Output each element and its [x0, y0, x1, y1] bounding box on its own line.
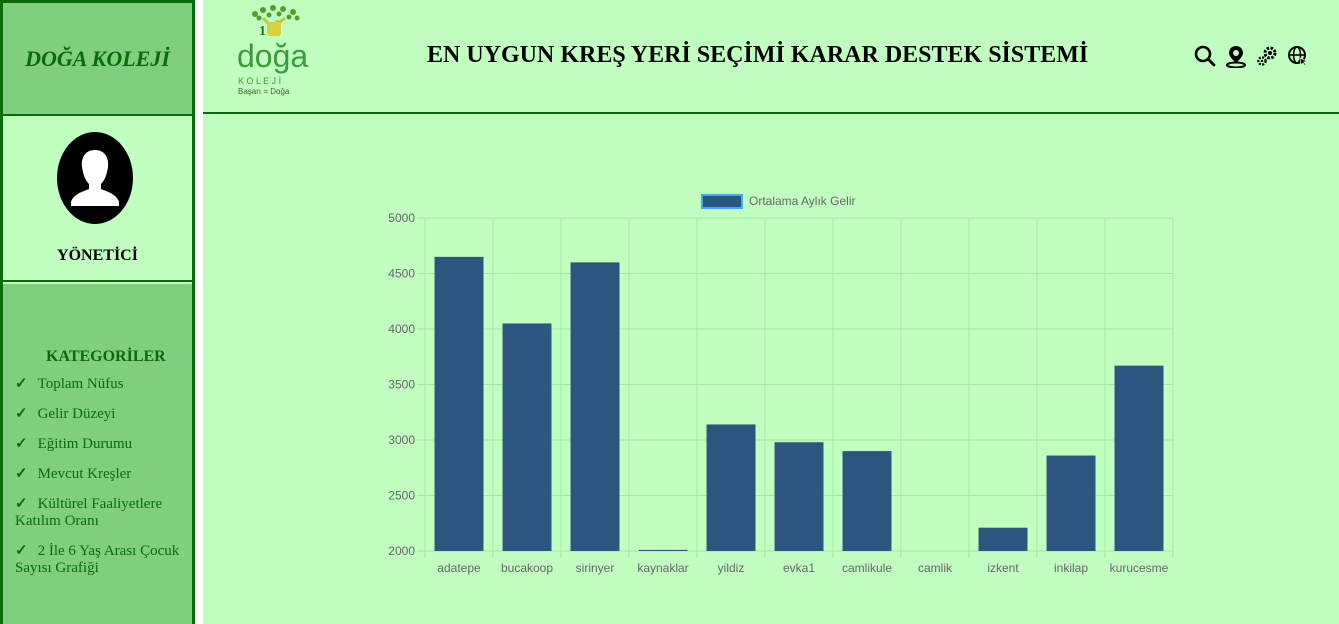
check-icon: ✓	[15, 406, 28, 422]
globe-icon[interactable]	[1286, 44, 1310, 68]
bar	[842, 451, 892, 551]
bar	[434, 256, 484, 551]
bar	[502, 323, 552, 551]
legend-swatch	[701, 194, 743, 209]
legend-label: Ortalama Aylık Gelir	[749, 194, 855, 208]
x-tick-label: izkent	[987, 561, 1019, 575]
profile-panel: YÖNETİCİ	[3, 116, 192, 282]
brand-name[interactable]: DOĞA KOLEJİ	[25, 45, 170, 71]
search-icon[interactable]	[1193, 44, 1217, 68]
category-menu: KATEGORİLER ✓ Toplam Nüfus ✓ Gelir Düzeyi ✓ E…	[3, 284, 192, 624]
category-item[interactable]: ✓ 2 İle 6 Yaş Arası Çocuk Sayısı Grafiği	[15, 543, 180, 577]
user-role: YÖNETİCİ	[57, 247, 138, 264]
x-tick-label: camlikule	[842, 561, 892, 575]
bar	[1114, 365, 1164, 551]
category-item[interactable]: ✓ Eğitim Durumu	[15, 436, 180, 453]
x-tick-label: bucakoop	[501, 561, 553, 575]
categories-title: KATEGORİLER	[46, 348, 166, 365]
category-label: Toplam Nüfus	[37, 376, 124, 392]
bar	[706, 424, 756, 551]
location-person-icon[interactable]	[1224, 44, 1248, 68]
category-label: 2 İle 6 Yaş Arası Çocuk Sayısı Grafiği	[15, 543, 180, 576]
y-tick-label: 2000	[388, 544, 415, 558]
x-tick-label: sirinyer	[576, 561, 615, 575]
bar	[774, 442, 824, 551]
category-item[interactable]: ✓ Mevcut Kreşler	[15, 466, 180, 483]
y-tick-label: 4000	[388, 322, 415, 336]
check-icon: ✓	[15, 376, 28, 392]
logo-number: 1	[259, 24, 266, 39]
check-icon: ✓	[15, 543, 28, 559]
y-tick-label: 3000	[388, 433, 415, 447]
logo-slogan: Başarı = Doğa	[238, 87, 290, 96]
logo-sub: K O L E J İ	[238, 76, 281, 86]
y-tick-label: 2500	[388, 489, 415, 503]
logo-word: doğa	[237, 38, 308, 74]
gears-icon[interactable]	[1255, 44, 1279, 68]
y-tick-label: 5000	[388, 211, 415, 225]
category-item[interactable]: ✓ Toplam Nüfus	[15, 376, 180, 393]
y-tick-label: 4500	[388, 267, 415, 281]
check-icon: ✓	[15, 436, 28, 452]
x-tick-label: kaynaklar	[637, 561, 688, 575]
x-tick-label: yildiz	[718, 561, 745, 575]
bar	[1046, 455, 1096, 551]
x-tick-label: kurucesme	[1110, 561, 1169, 575]
bar	[638, 549, 688, 551]
bar-chart-svg: 2000 2500 3000 3500 4000 4500 5000 adatepe bucak…	[388, 194, 1174, 575]
sidebar: DOĞA KOLEJİ YÖNETİCİ KATEGORİLER ✓ Toplam…	[0, 0, 195, 624]
user-avatar-icon	[57, 132, 133, 224]
sidebar-brand[interactable]: DOĞA KOLEJİ	[3, 3, 192, 116]
x-tick-label: evka1	[783, 561, 815, 575]
category-item[interactable]: ✓ Gelir Düzeyi	[15, 406, 180, 423]
bar	[570, 262, 620, 551]
x-tick-label: inkilap	[1054, 561, 1088, 575]
category-label: Gelir Düzeyi	[37, 406, 116, 422]
category-item[interactable]: ✓ Kültürel Faaliyetlere Katılım Oranı	[15, 496, 180, 530]
category-label: Mevcut Kreşler	[37, 466, 132, 482]
doga-koleji-logo[interactable]: 1 doğa K O L E J İ Başarı = Doğa	[233, 4, 323, 96]
x-tick-label: adatepe	[437, 561, 481, 575]
page-title: EN UYGUN KREŞ YERİ SEÇİMİ KARAR DESTEK S…	[427, 42, 1089, 68]
bar	[978, 527, 1028, 551]
x-tick-label: camlik	[918, 561, 953, 575]
check-icon: ✓	[15, 496, 28, 512]
sidebar-separator	[195, 0, 203, 624]
header: 1 doğa K O L E J İ Başarı = Doğa EN UYGU…	[203, 0, 1339, 114]
income-chart: 2000 2500 3000 3500 4000 4500 5000 adatepe bucak…	[203, 116, 1339, 624]
y-tick-label: 3500	[388, 378, 415, 392]
check-icon: ✓	[15, 466, 28, 482]
category-label: Kültürel Faaliyetlere Katılım Oranı	[15, 496, 163, 529]
category-label: Eğitim Durumu	[37, 436, 133, 452]
